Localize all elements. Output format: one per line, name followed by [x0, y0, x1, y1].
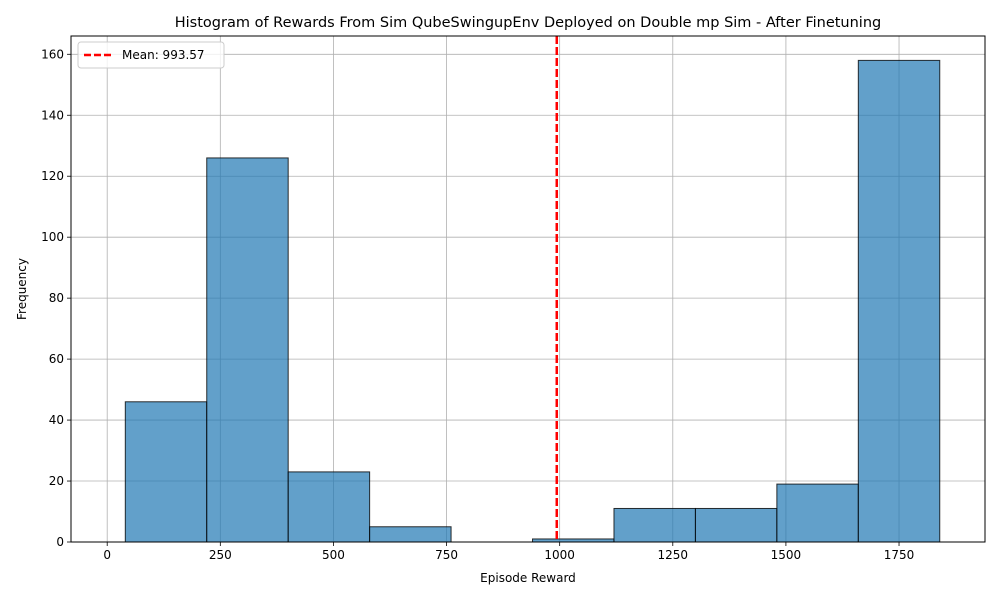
- x-tick-label: 1000: [544, 548, 575, 562]
- y-tick-label: 100: [41, 230, 64, 244]
- x-tick-label: 1500: [771, 548, 802, 562]
- y-tick-label: 20: [49, 474, 64, 488]
- y-axis-label: Frequency: [15, 258, 29, 320]
- x-tick-label: 750: [435, 548, 458, 562]
- y-tick-label: 140: [41, 108, 64, 122]
- x-tick-label: 0: [103, 548, 111, 562]
- legend-box: [77, 41, 225, 69]
- histogram-bars: [124, 59, 941, 543]
- histogram-bar: [369, 526, 452, 543]
- plot-frame: [70, 35, 986, 543]
- y-tick-label: 0: [56, 535, 64, 549]
- histogram-bar: [857, 59, 941, 543]
- x-tick-label: 500: [322, 548, 345, 562]
- y-axis-ticks: 0 20 40 60 80 100 120 140 160: [41, 47, 71, 549]
- x-tick-label: 1750: [884, 548, 915, 562]
- x-tick-label: 250: [209, 548, 232, 562]
- histogram-bar: [206, 157, 289, 543]
- legend: Mean: 993.57: [77, 41, 225, 69]
- x-axis-ticks: 0 250 500 750 1000 1250 1500 1750: [103, 542, 914, 562]
- x-tick-label: 1250: [658, 548, 689, 562]
- histogram-bar: [124, 401, 208, 543]
- histogram-bar: [287, 471, 371, 543]
- y-tick-label: 60: [49, 352, 64, 366]
- y-tick-label: 160: [41, 47, 64, 61]
- chart-title: Histogram of Rewards From Sim QubeSwingu…: [175, 15, 881, 31]
- histogram-bar: [694, 507, 778, 543]
- histogram-bar: [776, 483, 859, 543]
- y-tick-label: 80: [49, 291, 64, 305]
- y-tick-label: 120: [41, 169, 64, 183]
- y-tick-label: 40: [49, 413, 64, 427]
- legend-mean-label: Mean: 993.57: [122, 48, 205, 62]
- histogram-bar: [613, 507, 696, 543]
- x-axis-label: Episode Reward: [480, 571, 576, 585]
